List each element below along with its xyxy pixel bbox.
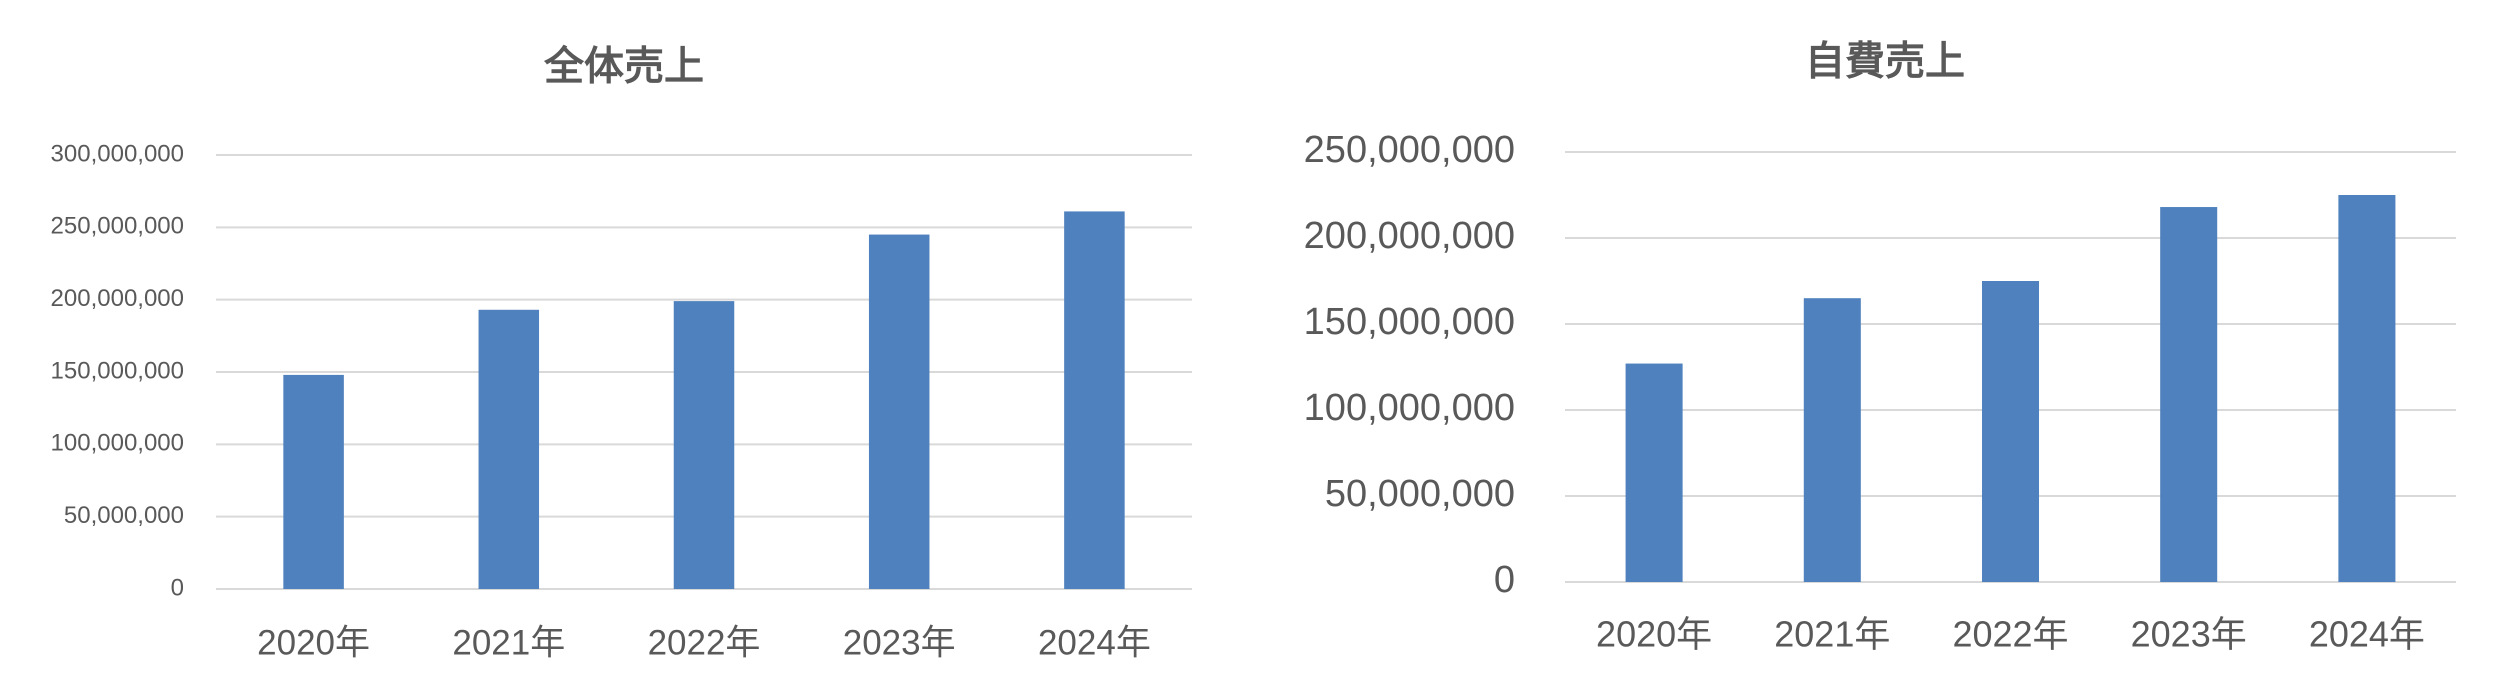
y-tick-label: 100,000,000: [51, 430, 184, 457]
x-tick-label: 2022年: [1952, 614, 2068, 655]
x-tick-label: 2020年: [257, 623, 370, 662]
y-tick-label: 50,000,000: [1325, 473, 1515, 515]
y-tick-label: 250,000,000: [1304, 129, 1515, 171]
bar: [868, 234, 930, 590]
bar: [673, 301, 735, 589]
y-tick-label: 100,000,000: [1304, 387, 1515, 429]
y-tick-label: 50,000,000: [64, 502, 184, 529]
bar: [2338, 195, 2396, 582]
x-tick-label: 2021年: [452, 623, 565, 662]
x-tick-label: 2022年: [648, 623, 761, 662]
bar: [1625, 363, 1683, 582]
bar: [283, 374, 344, 589]
bar: [1064, 211, 1125, 590]
x-tick-label: 2024年: [1038, 623, 1151, 662]
y-tick-label: 0: [1494, 559, 1515, 601]
bar: [2160, 207, 2218, 583]
chart-title: 全体売上: [543, 44, 704, 89]
bar: [1981, 281, 2040, 582]
y-tick-label: 200,000,000: [1304, 215, 1515, 257]
x-tick-label: 2024年: [2309, 614, 2425, 655]
y-tick-label: 0: [171, 574, 184, 601]
y-tick-label: 150,000,000: [1304, 301, 1515, 343]
y-tick-label: 200,000,000: [51, 285, 184, 312]
y-tick-label: 150,000,000: [51, 357, 184, 384]
chart-title: 自費売上: [1805, 40, 1965, 84]
x-tick-label: 2021年: [1774, 614, 1890, 655]
bar: [478, 309, 540, 589]
y-tick-label: 300,000,000: [51, 140, 184, 167]
x-tick-label: 2020年: [1596, 614, 1712, 655]
x-tick-label: 2023年: [2131, 614, 2247, 655]
y-tick-label: 250,000,000: [51, 213, 184, 240]
x-tick-label: 2023年: [843, 623, 956, 662]
bar: [1803, 298, 1861, 582]
